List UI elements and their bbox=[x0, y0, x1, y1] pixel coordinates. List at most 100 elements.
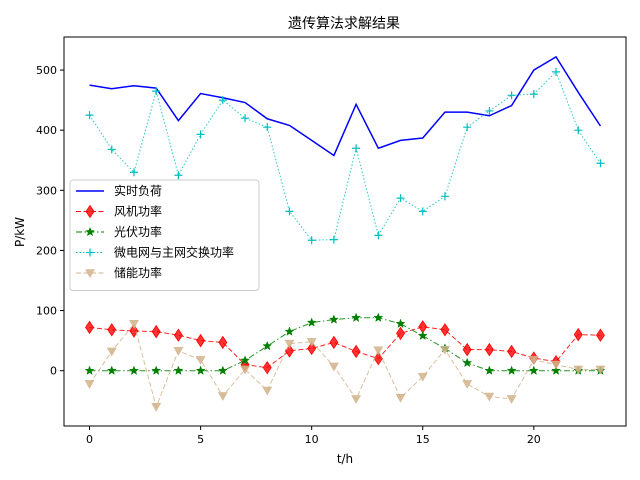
series-group bbox=[84, 312, 606, 375]
legend-label: 储能功率 bbox=[114, 265, 162, 280]
legend-marker bbox=[85, 226, 95, 237]
data-point bbox=[396, 194, 405, 203]
data-point bbox=[307, 341, 317, 356]
legend-box bbox=[69, 179, 260, 291]
data-point bbox=[106, 365, 117, 375]
legend-marker bbox=[85, 204, 95, 219]
data-point bbox=[107, 145, 116, 154]
legend-label: 微电网与主网交换功率 bbox=[114, 245, 234, 260]
data-point bbox=[374, 231, 383, 240]
data-point bbox=[506, 365, 517, 375]
data-point bbox=[195, 356, 206, 365]
data-point bbox=[196, 130, 205, 139]
data-point bbox=[84, 365, 95, 375]
series-group bbox=[89, 55, 602, 157]
series-line bbox=[89, 55, 602, 157]
x-tick-label: 20 bbox=[527, 433, 541, 446]
data-point bbox=[373, 312, 384, 322]
data-point bbox=[151, 324, 161, 339]
data-point bbox=[351, 312, 362, 322]
data-point bbox=[573, 327, 583, 342]
data-point bbox=[218, 335, 228, 350]
legend-label: 风机功率 bbox=[114, 204, 162, 219]
data-point bbox=[484, 342, 494, 357]
y-tick-label: 0 bbox=[50, 365, 57, 378]
data-point bbox=[352, 144, 361, 153]
data-point bbox=[417, 330, 428, 341]
data-point bbox=[528, 365, 539, 375]
series-line bbox=[89, 326, 601, 369]
legend-label: 光伏功率 bbox=[114, 224, 162, 239]
data-point bbox=[106, 347, 117, 357]
data-point bbox=[284, 339, 295, 349]
data-point bbox=[373, 346, 384, 356]
data-point bbox=[417, 372, 428, 382]
data-point bbox=[595, 365, 606, 375]
data-point bbox=[462, 380, 473, 389]
data-point bbox=[506, 395, 517, 404]
series-group bbox=[85, 67, 605, 245]
data-point bbox=[463, 123, 472, 132]
y-tick-label: 500 bbox=[36, 64, 57, 77]
data-point bbox=[462, 342, 472, 357]
data-point bbox=[240, 355, 250, 365]
data-point bbox=[173, 347, 184, 356]
data-point bbox=[329, 235, 338, 244]
data-point bbox=[217, 365, 228, 375]
data-point bbox=[574, 126, 583, 135]
data-point bbox=[218, 96, 227, 105]
data-point bbox=[351, 344, 361, 359]
legend-label: 实时负荷 bbox=[114, 183, 162, 198]
data-point bbox=[285, 207, 294, 216]
x-tick-label: 0 bbox=[86, 433, 93, 446]
data-point bbox=[173, 365, 184, 375]
data-point bbox=[484, 392, 495, 402]
data-point bbox=[262, 360, 272, 375]
x-tick-label: 15 bbox=[416, 433, 430, 446]
data-point bbox=[306, 317, 317, 327]
data-point bbox=[152, 87, 161, 96]
data-point bbox=[551, 365, 561, 375]
data-point bbox=[462, 357, 473, 368]
data-point bbox=[196, 333, 206, 348]
data-point bbox=[329, 335, 339, 350]
data-point bbox=[263, 123, 272, 132]
data-point bbox=[440, 345, 450, 355]
data-point bbox=[573, 365, 584, 375]
data-point bbox=[306, 338, 317, 347]
legend-marker bbox=[86, 248, 94, 257]
data-point bbox=[529, 90, 538, 99]
data-point bbox=[395, 393, 406, 403]
plot-area bbox=[63, 36, 627, 427]
data-point bbox=[129, 365, 139, 375]
data-point bbox=[262, 386, 273, 396]
data-point bbox=[262, 340, 273, 351]
data-point bbox=[395, 318, 406, 329]
data-point bbox=[151, 403, 162, 412]
data-point bbox=[217, 392, 228, 401]
data-point bbox=[129, 168, 138, 177]
data-point bbox=[85, 320, 95, 335]
y-tick-label: 400 bbox=[36, 124, 57, 137]
x-axis-label: t/h bbox=[337, 452, 353, 466]
data-point bbox=[84, 380, 95, 389]
data-point bbox=[551, 360, 561, 370]
data-point bbox=[241, 114, 250, 123]
series-line bbox=[89, 317, 601, 372]
chart-title: 遗传算法求解结果 bbox=[288, 16, 400, 32]
data-point bbox=[485, 106, 494, 115]
data-point bbox=[528, 356, 539, 365]
data-point bbox=[85, 111, 94, 120]
data-point bbox=[307, 236, 316, 245]
data-point bbox=[328, 362, 339, 372]
legend-marker bbox=[85, 269, 95, 279]
data-point bbox=[284, 326, 295, 336]
series-line bbox=[89, 322, 601, 409]
data-point bbox=[240, 365, 250, 375]
data-point bbox=[129, 324, 139, 338]
data-point bbox=[440, 192, 449, 201]
data-point bbox=[595, 328, 605, 342]
